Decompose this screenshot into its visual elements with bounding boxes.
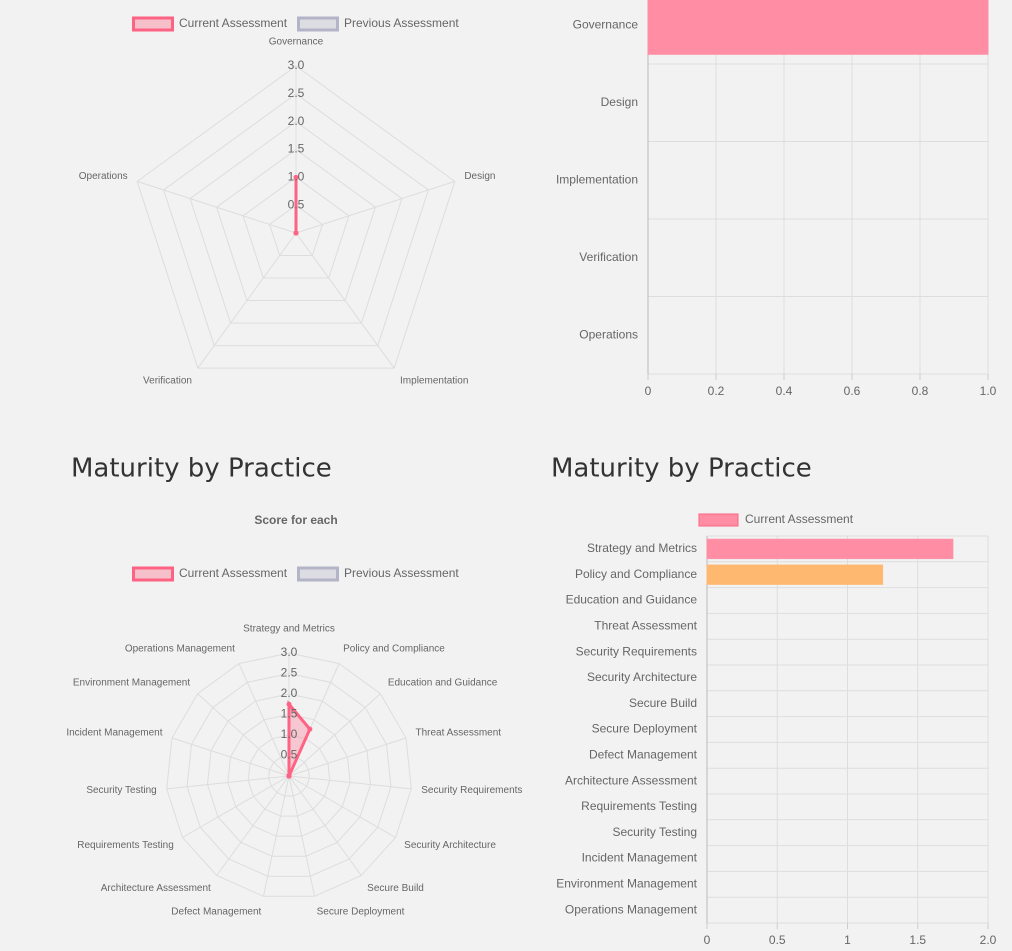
- legend-label: Current Assessment: [179, 566, 288, 580]
- x-tick-label: 1: [844, 933, 851, 947]
- bar: [647, 0, 989, 55]
- legend-label: Previous Assessment: [344, 16, 459, 30]
- r-tick-label: 1.5: [281, 707, 298, 721]
- chart-subtitle: Score for each: [254, 513, 337, 527]
- y-tick-label: Operations: [579, 327, 638, 341]
- x-tick-label: 0.8: [912, 384, 929, 398]
- y-tick-label: Security Requirements: [576, 644, 697, 658]
- point-label: Security Requirements: [421, 785, 522, 796]
- grid-polygon: [242, 176, 350, 279]
- grid-polygon: [215, 148, 377, 302]
- legend-swatch: [132, 16, 174, 32]
- point-label: Design: [464, 171, 495, 182]
- point-label: Security Testing: [86, 785, 156, 796]
- series-area: [287, 700, 312, 777]
- y-tick-label: Verification: [579, 250, 638, 264]
- y-tick-label: Policy and Compliance: [575, 567, 697, 581]
- chart-title: Maturity by Practice: [71, 454, 332, 484]
- r-tick-label: 2.5: [288, 86, 305, 100]
- point-label: Incident Management: [66, 728, 162, 739]
- legend-swatch: [297, 16, 339, 32]
- point-label: Implementation: [400, 376, 468, 387]
- point-label: Defect Management: [171, 907, 261, 918]
- y-tick-label: Strategy and Metrics: [587, 541, 697, 555]
- point-label: Strategy and Metrics: [243, 624, 335, 635]
- point-label: Security Architecture: [404, 840, 496, 851]
- legend-label: Current Assessment: [745, 512, 854, 526]
- grid-polygon: [268, 204, 324, 257]
- x-tick-label: 0.5: [769, 933, 786, 947]
- y-tick-label: Incident Management: [582, 851, 698, 865]
- point-label: Requirements Testing: [77, 840, 174, 851]
- y-tick-label: Threat Assessment: [594, 618, 697, 632]
- grid-polygon: [268, 754, 310, 797]
- y-tick-label: Secure Deployment: [592, 722, 698, 736]
- grid-polygon: [166, 652, 412, 897]
- grid-polygon: [186, 672, 392, 877]
- r-tick-label: 2.0: [288, 114, 305, 128]
- y-tick-label: Design: [601, 95, 638, 109]
- legend-label: Current Assessment: [179, 16, 288, 30]
- r-tick-label: 3.0: [281, 645, 298, 659]
- point-label: Secure Deployment: [317, 907, 405, 918]
- r-tick-label: 1.0: [288, 170, 305, 184]
- bar: [706, 564, 884, 585]
- point-label: Verification: [143, 376, 192, 387]
- r-tick-label: 1.0: [281, 727, 298, 741]
- x-tick-label: 0: [704, 933, 711, 947]
- grid-polygon: [163, 93, 429, 347]
- x-tick-label: 0.6: [844, 384, 861, 398]
- point-label: Policy and Compliance: [343, 644, 445, 655]
- legend-swatch: [698, 513, 739, 527]
- data-point: [293, 230, 299, 236]
- y-tick-label: Requirements Testing: [581, 799, 697, 813]
- grid-polygon: [189, 121, 403, 324]
- y-tick-label: Environment Management: [556, 876, 697, 890]
- r-tick-label: 1.5: [288, 142, 305, 156]
- data-point: [286, 773, 292, 779]
- y-tick-label: Education and Guidance: [566, 593, 698, 607]
- x-tick-label: 0: [645, 384, 652, 398]
- point-label: Threat Assessment: [415, 728, 501, 739]
- grid-polygon: [227, 713, 351, 837]
- point-label: Education and Guidance: [388, 678, 498, 689]
- point-label: Environment Management: [73, 678, 191, 689]
- x-tick-label: 2.0: [980, 933, 997, 947]
- y-tick-label: Governance: [573, 17, 639, 31]
- r-tick-label: 3.0: [288, 58, 305, 72]
- r-tick-label: 0.5: [288, 197, 305, 211]
- grid-polygon: [247, 734, 331, 817]
- point-label: Governance: [269, 37, 324, 48]
- bar: [706, 538, 954, 560]
- x-tick-label: 1.5: [909, 933, 926, 947]
- legend-swatch: [297, 566, 339, 582]
- chart-title: Maturity by Practice: [551, 454, 812, 484]
- point-label: Secure Build: [367, 883, 424, 894]
- y-tick-label: Implementation: [556, 172, 638, 186]
- r-tick-label: 2.5: [281, 666, 298, 680]
- x-tick-label: 0.2: [708, 384, 725, 398]
- y-tick-label: Defect Management: [589, 747, 698, 761]
- x-tick-label: 1.0: [980, 384, 997, 398]
- point-label: Operations: [79, 171, 128, 182]
- grid-polygon: [206, 693, 372, 857]
- r-tick-label: 2.0: [281, 686, 298, 700]
- data-point: [293, 174, 299, 180]
- y-tick-label: Security Architecture: [587, 670, 697, 684]
- y-tick-label: Operations Management: [565, 902, 698, 916]
- point-label: Architecture Assessment: [101, 883, 211, 894]
- point-label: Operations Management: [125, 644, 235, 655]
- y-tick-label: Security Testing: [613, 825, 698, 839]
- r-tick-label: 0.5: [281, 748, 298, 762]
- y-tick-label: Secure Build: [629, 696, 697, 710]
- y-tick-label: Architecture Assessment: [565, 773, 698, 787]
- data-point: [307, 726, 313, 732]
- grid-polygon: [136, 65, 456, 369]
- data-point: [286, 701, 292, 707]
- legend-label: Previous Assessment: [344, 566, 459, 580]
- legend-swatch: [132, 566, 174, 582]
- x-tick-label: 0.4: [776, 384, 793, 398]
